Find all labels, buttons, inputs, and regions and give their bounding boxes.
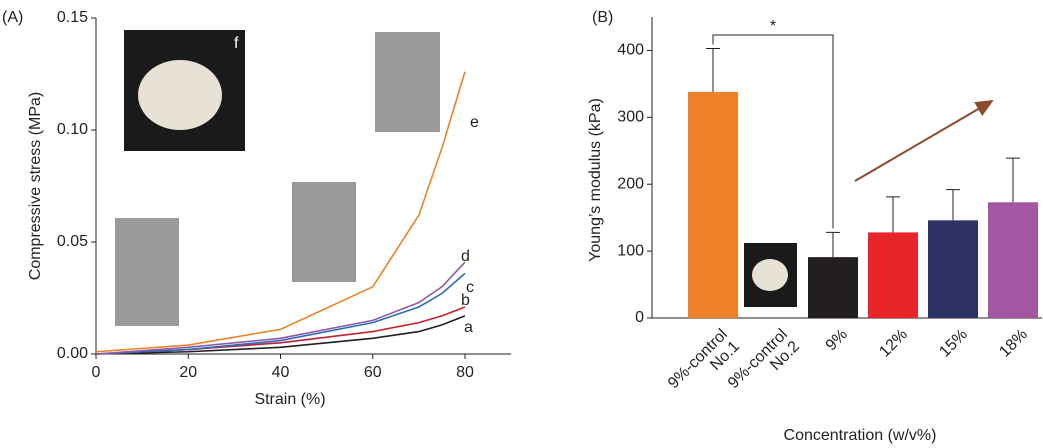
line <box>95 272 466 355</box>
y-tick-label: 100 <box>617 242 644 259</box>
photo <box>292 182 356 282</box>
y-tick-label: 0 <box>635 309 644 326</box>
y-tick-label: 300 <box>617 109 644 126</box>
x-axis-title: Concentration (w/v%) <box>784 427 937 444</box>
y-tick-label: 400 <box>617 42 644 59</box>
x-tick-label: 20 <box>179 364 197 381</box>
y-axis-title: Compressive stress (MPa) <box>27 92 44 280</box>
error-bar <box>706 47 720 92</box>
photo-sample <box>752 259 788 291</box>
y-tick-label: 0.00 <box>57 345 88 362</box>
bar <box>928 220 978 318</box>
x-tick-label: 80 <box>456 364 474 381</box>
y-tick-label: 0.15 <box>57 9 88 26</box>
line <box>95 315 466 355</box>
error-bar <box>946 189 960 221</box>
line <box>95 261 466 355</box>
panel-label: (B) <box>592 9 613 26</box>
y-tick-label: 200 <box>617 175 644 192</box>
series-label: d <box>461 248 470 265</box>
error-bar <box>886 196 900 233</box>
bar <box>688 91 738 318</box>
x-tick-label: 0 <box>92 364 101 381</box>
x-tick-label: 40 <box>272 364 290 381</box>
bar <box>808 257 858 318</box>
significance-label: * <box>770 18 776 35</box>
series-label: c <box>466 279 474 296</box>
trend-arrow <box>854 99 994 182</box>
y-axis-title: Young’s modulus (kPa) <box>587 98 604 262</box>
bar <box>988 202 1038 318</box>
x-tick-label: 60 <box>364 364 382 381</box>
error-bar <box>1006 157 1020 203</box>
significance-bracket <box>712 34 834 229</box>
series-label: a <box>464 319 473 336</box>
series-label: b <box>461 292 470 309</box>
photo-sample <box>138 60 222 130</box>
series-label: e <box>470 114 479 131</box>
x-axis-title: Strain (%) <box>254 391 325 408</box>
line <box>95 71 466 353</box>
photo-label: f <box>234 35 239 52</box>
photo <box>375 32 440 132</box>
error-bar <box>826 231 840 258</box>
y-tick-label: 0.10 <box>57 121 88 138</box>
photo <box>115 218 179 326</box>
bar <box>868 232 918 318</box>
y-tick-label: 0.05 <box>57 233 88 250</box>
panel-label: (A) <box>2 9 23 26</box>
